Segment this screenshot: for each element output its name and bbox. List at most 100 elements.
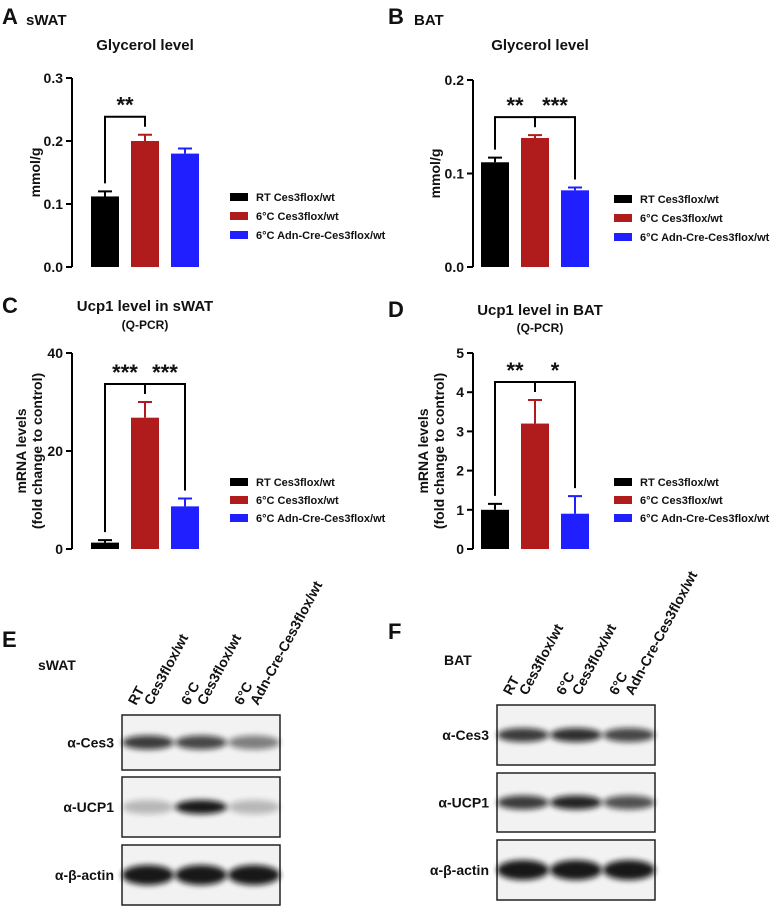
error-bar <box>138 401 152 418</box>
blot-row-label: α-β-actin <box>55 867 114 883</box>
significance-label: ** <box>506 93 524 118</box>
blot-band <box>122 865 174 885</box>
blot-band <box>497 728 549 742</box>
error-bar <box>568 186 582 191</box>
blot-band <box>228 865 280 885</box>
legend-label: 6°C Adn-Cre-Ces3flox/wt <box>640 513 770 525</box>
blot-band <box>175 800 227 814</box>
bar <box>561 190 589 267</box>
blot-band <box>228 800 280 814</box>
error-bar <box>488 156 502 163</box>
lane-label: RT <box>125 683 148 707</box>
y-axis-label: mRNA levels <box>13 408 29 493</box>
y-axis-label: mRNA levels <box>415 408 431 493</box>
y-tick-label: 0.1 <box>44 196 64 212</box>
y-tick-label: 3 <box>456 423 464 439</box>
blot-band <box>228 735 280 750</box>
error-bar <box>138 133 152 141</box>
significance-label: *** <box>152 360 178 385</box>
blot-band <box>550 795 602 810</box>
error-bar <box>98 539 112 543</box>
y-axis-label: (fold change to control) <box>431 373 447 529</box>
legend-swatch <box>614 496 632 504</box>
legend-label: RT Ces3flox/wt <box>256 192 335 204</box>
legend-label: 6°C Ces3flox/wt <box>256 211 339 223</box>
blot-band <box>497 795 549 810</box>
legend-swatch <box>230 514 248 522</box>
y-tick-label: 20 <box>47 443 63 459</box>
blot-row-label: α-UCP1 <box>63 799 114 815</box>
y-tick-label: 0.0 <box>44 259 64 275</box>
chart-subtitle: (Q-PCR) <box>122 318 169 332</box>
legend-label: RT Ces3flox/wt <box>640 477 719 489</box>
y-tick-label: 0.2 <box>445 72 465 88</box>
blot-band <box>122 735 174 750</box>
legend-swatch <box>614 233 632 241</box>
blot-tissue: sWAT <box>38 657 76 673</box>
lane-label: RT <box>500 673 523 697</box>
blot-row-label: α-β-actin <box>430 862 489 878</box>
legend-swatch <box>614 214 632 222</box>
legend-label: 6°C Ces3flox/wt <box>256 495 339 507</box>
y-tick-label: 0 <box>456 541 464 557</box>
legend-swatch <box>614 514 632 522</box>
blot-row-label: α-UCP1 <box>438 795 489 811</box>
y-tick-label: 4 <box>456 384 464 400</box>
chart-title: Glycerol level <box>491 37 589 54</box>
significance-label: ** <box>506 358 524 383</box>
y-axis-label: (fold change to control) <box>29 373 45 529</box>
legend-label: 6°C Ces3flox/wt <box>640 495 723 507</box>
error-bar <box>488 502 502 510</box>
bar <box>171 506 199 549</box>
blot-band <box>175 735 227 750</box>
significance-label: *** <box>112 360 138 385</box>
bar <box>481 509 509 549</box>
blot-row-label: α-Ces3 <box>442 727 489 743</box>
blot-tissue: BAT <box>444 652 472 668</box>
blot-band <box>603 795 655 810</box>
legend-swatch <box>230 496 248 504</box>
error-bar <box>178 147 192 154</box>
significance-bracket <box>534 381 576 489</box>
significance-bracket <box>144 383 186 491</box>
y-tick-label: 0.3 <box>44 70 64 86</box>
legend-swatch <box>230 478 248 486</box>
error-bar <box>98 190 112 197</box>
legend-label: 6°C Adn-Cre-Ces3flox/wt <box>256 230 386 242</box>
panel-group: sWAT <box>26 12 67 29</box>
error-bar <box>528 134 542 138</box>
panel-group: BAT <box>414 12 444 29</box>
panel-letter: A <box>2 4 18 29</box>
blot-band <box>550 728 602 742</box>
legend-label: 6°C Ces3flox/wt <box>640 213 723 225</box>
legend-label: RT Ces3flox/wt <box>256 477 335 489</box>
significance-label: ** <box>116 93 134 118</box>
blot-row-label: α-Ces3 <box>67 735 114 751</box>
legend-label: 6°C Adn-Cre-Ces3flox/wt <box>640 232 770 244</box>
bar <box>521 423 549 549</box>
bar <box>91 542 119 549</box>
blot-band <box>175 865 227 885</box>
legend-swatch <box>614 195 632 203</box>
y-axis-label: mmol/g <box>27 148 43 198</box>
blot-band <box>603 728 655 742</box>
y-tick-label: 2 <box>456 463 464 479</box>
lane-label: Adn-Cre-Ces3flox/wt <box>247 578 326 707</box>
lane-label: Adn-Cre-Ces3flox/wt <box>622 568 701 697</box>
legend-swatch <box>230 193 248 201</box>
y-tick-label: 0.1 <box>445 166 465 182</box>
blot-band <box>550 860 602 880</box>
y-tick-label: 0.2 <box>44 133 64 149</box>
bar <box>131 141 159 267</box>
legend-swatch <box>230 231 248 239</box>
significance-bracket <box>104 115 146 184</box>
y-axis-label: mmol/g <box>427 149 443 199</box>
error-bar <box>528 399 542 424</box>
bar <box>131 417 159 549</box>
legend-swatch <box>614 478 632 486</box>
bar <box>91 196 119 267</box>
legend-label: 6°C Adn-Cre-Ces3flox/wt <box>256 513 386 525</box>
chart-title: Ucp1 level in BAT <box>477 302 603 319</box>
bar <box>561 513 589 549</box>
